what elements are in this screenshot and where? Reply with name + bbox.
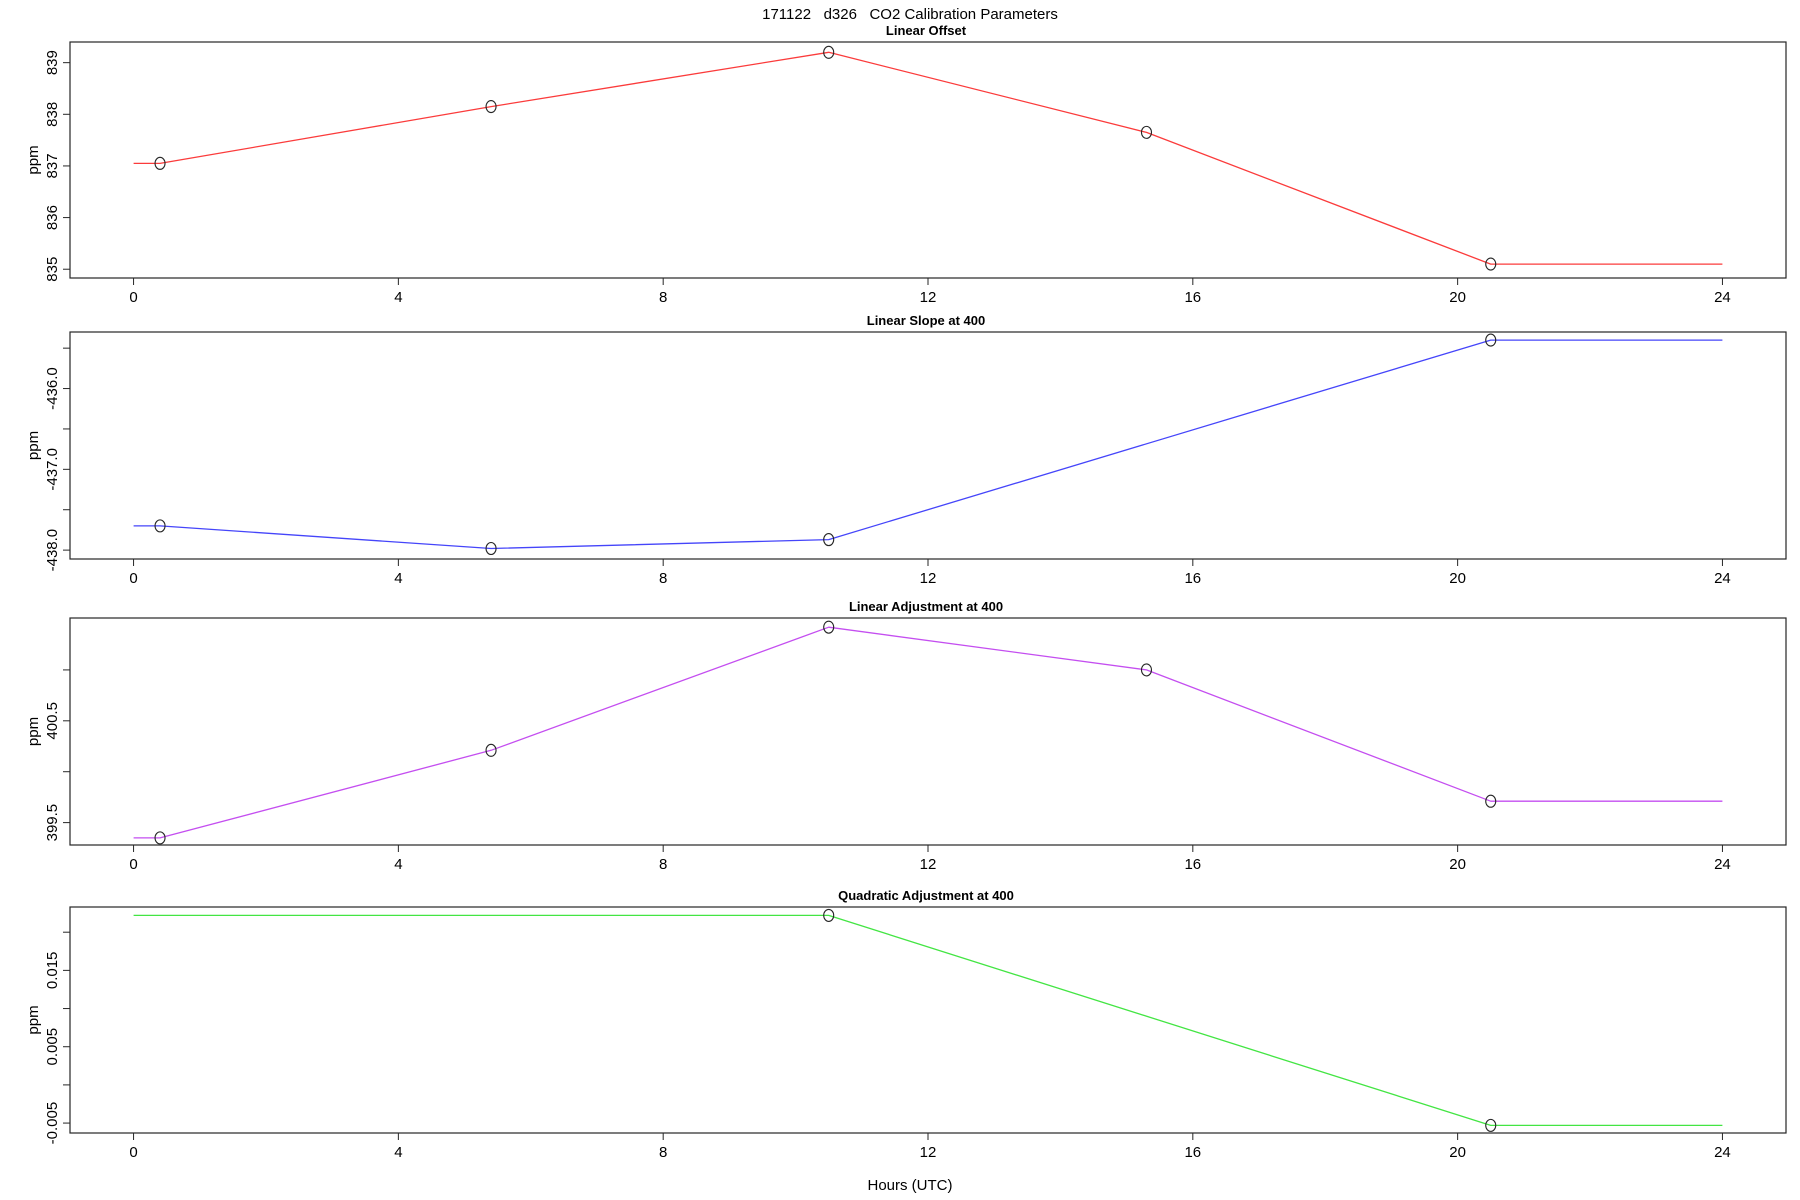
x-tick-label: 20	[1449, 856, 1466, 873]
y-tick-label: -436.0	[44, 367, 61, 410]
x-tick-label: 0	[129, 856, 137, 873]
x-tick-label: 16	[1184, 856, 1201, 873]
data-point-marker	[1140, 125, 1153, 139]
y-tick-label: 0.005	[44, 1028, 61, 1066]
x-tick-label: 24	[1714, 570, 1731, 587]
data-point-marker	[154, 156, 166, 170]
data-point-marker	[1485, 257, 1497, 271]
y-tick-label: 835	[44, 257, 61, 282]
x-axis-title: Hours (UTC)	[868, 1177, 953, 1194]
x-tick-label: 4	[394, 1144, 402, 1161]
y-tick-label: 839	[44, 50, 61, 75]
x-tick-label: 16	[1184, 289, 1201, 306]
x-tick-label: 0	[129, 1144, 137, 1161]
x-tick-label: 8	[659, 289, 667, 306]
data-point-marker	[154, 519, 166, 533]
data-point-marker	[154, 831, 166, 845]
y-axis-label: ppm	[25, 145, 42, 174]
panel-linear-slope-at-400: Linear Slope at 400 ppm -438.0 -437.0 -436.0…	[25, 313, 1787, 587]
panel-linear-adjustment-at-400: Linear Adjustment at 400 ppm 399.5 400.5 0 4 8…	[25, 599, 1787, 873]
panel-title: Linear Adjustment at 400	[849, 599, 1003, 614]
y-tick-label: 0.015	[44, 952, 61, 990]
y-axis-label: ppm	[25, 1005, 42, 1034]
x-tick-label: 24	[1714, 856, 1731, 873]
main-title: 171122 d326 CO2 Calibration Parameters	[762, 6, 1058, 23]
panel-title: Linear Offset	[886, 23, 967, 38]
x-tick-label: 4	[394, 570, 402, 587]
plot-frame	[69, 617, 1787, 846]
x-tick-label: 24	[1714, 289, 1731, 306]
y-tick-label: -0.005	[44, 1102, 61, 1145]
x-tick-label: 16	[1184, 1144, 1201, 1161]
data-point-marker	[1485, 794, 1497, 808]
y-tick-label: -438.0	[44, 529, 61, 572]
data-point-marker	[823, 908, 835, 922]
x-tick-label: 20	[1449, 570, 1466, 587]
x-tick-label: 8	[659, 1144, 667, 1161]
panel-quadratic-adjustment-at-400: Quadratic Adjustment at 400 ppm -0.005 0.00…	[25, 888, 1787, 1161]
data-point-marker	[1485, 333, 1497, 347]
data-point-marker	[823, 533, 835, 547]
x-tick-label: 12	[920, 570, 937, 587]
x-tick-label: 20	[1449, 1144, 1466, 1161]
plot-frame	[69, 331, 1787, 560]
data-point-marker	[485, 541, 497, 556]
y-tick-label: 838	[44, 102, 61, 127]
y-tick-label: 399.5	[44, 804, 61, 842]
data-line	[133, 51, 1723, 265]
data-line	[133, 339, 1723, 550]
panel-title: Quadratic Adjustment at 400	[838, 888, 1014, 903]
x-tick-label: 4	[394, 289, 402, 306]
plot-frame	[69, 41, 1787, 279]
x-tick-label: 0	[129, 289, 137, 306]
x-tick-label: 4	[394, 856, 402, 873]
x-tick-label: 0	[129, 570, 137, 587]
x-tick-label: 8	[659, 856, 667, 873]
y-tick-label: -437.0	[44, 448, 61, 491]
y-axis-label: ppm	[25, 431, 42, 460]
x-tick-label: 20	[1449, 289, 1466, 306]
data-point-marker	[1140, 663, 1153, 677]
panel-linear-offset: Linear Offset ppm 835 836 837 838 839 0 4 8 12 16 20…	[25, 23, 1787, 306]
panel-title: Linear Slope at 400	[867, 313, 986, 328]
y-tick-label: 836	[44, 205, 61, 230]
data-point-marker	[485, 743, 497, 757]
x-tick-label: 24	[1714, 1144, 1731, 1161]
data-point-marker	[823, 45, 835, 59]
data-point-marker	[485, 100, 497, 114]
x-tick-label: 8	[659, 570, 667, 587]
y-tick-label: 837	[44, 153, 61, 178]
y-tick-label: 400.5	[44, 702, 61, 740]
data-point-marker	[823, 620, 835, 634]
x-tick-label: 12	[920, 1144, 937, 1161]
x-tick-label: 12	[920, 289, 937, 306]
data-point-marker	[1485, 1118, 1497, 1132]
y-axis-label: ppm	[25, 717, 42, 746]
data-line	[133, 914, 1723, 1127]
x-tick-label: 16	[1184, 570, 1201, 587]
x-tick-label: 12	[920, 856, 937, 873]
panels-group: Linear Offset ppm 835 836 837 838 839 0 4 8 12 16 20…	[25, 23, 1787, 1161]
data-line	[133, 626, 1723, 839]
plot-frame	[69, 906, 1787, 1134]
